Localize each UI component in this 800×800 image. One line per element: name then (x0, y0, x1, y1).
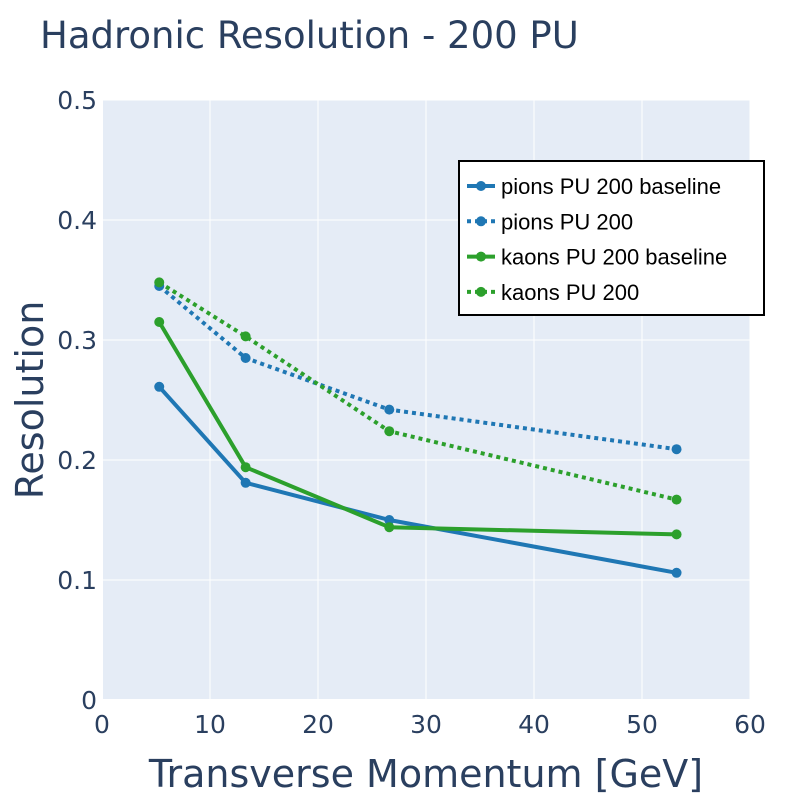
legend-item[interactable]: pions PU 200 baseline (467, 174, 721, 199)
x-tick-label: 0 (94, 710, 110, 739)
legend-marker (476, 181, 486, 191)
legend-marker (476, 251, 486, 262)
data-point[interactable] (154, 381, 165, 392)
series-3 (154, 317, 682, 540)
data-point[interactable] (384, 515, 395, 525)
legend[interactable]: pions PU 200 baseline pions PU 200 kaons P… (458, 160, 765, 316)
data-point[interactable] (671, 529, 682, 540)
data-point[interactable] (384, 426, 395, 437)
legend-item[interactable]: kaons PU 200 (467, 280, 639, 305)
x-tick-label: 40 (518, 710, 550, 739)
x-tick-label: 30 (410, 710, 442, 739)
x-tick-label: 60 (734, 710, 766, 739)
series-line (158, 280, 678, 502)
y-tick-label: 0.5 (57, 86, 97, 115)
series-layer (154, 277, 682, 578)
legend-label: pions PU 200 (501, 209, 633, 234)
y-tick-label: 0.3 (57, 326, 97, 355)
y-tick-label: 0.1 (57, 566, 97, 595)
data-point[interactable] (671, 567, 682, 578)
data-point[interactable] (240, 331, 251, 342)
series-1 (154, 381, 682, 578)
legend-item[interactable]: kaons PU 200 baseline (467, 245, 727, 270)
series-line (157, 284, 677, 452)
legend-label: pions PU 200 baseline (501, 174, 721, 199)
x-axis-title: Transverse Momentum [GeV] (148, 752, 703, 796)
y-tick-label: 0 (81, 686, 97, 715)
legend-label: kaons PU 200 baseline (501, 245, 727, 270)
data-point[interactable] (154, 277, 165, 288)
legend-box (458, 160, 765, 316)
data-point[interactable] (154, 317, 165, 327)
chart-title: Hadronic Resolution - 200 PU (40, 14, 579, 57)
x-tick-label: 10 (194, 710, 226, 739)
data-point[interactable] (240, 477, 251, 488)
data-point[interactable] (384, 404, 395, 415)
series-line (157, 320, 677, 537)
y-tick-label: 0.2 (57, 446, 97, 475)
data-point[interactable] (240, 462, 251, 473)
data-point[interactable] (671, 494, 682, 505)
data-point[interactable] (240, 353, 251, 363)
legend-marker (476, 216, 486, 227)
legend-marker (476, 286, 486, 297)
y-tick-label: 0.4 (57, 206, 97, 235)
data-point[interactable] (671, 444, 682, 455)
data-point[interactable] (384, 522, 395, 533)
series-4 (154, 277, 682, 505)
y-axis-title: Resolution (8, 301, 52, 500)
x-tick-label: 50 (626, 710, 658, 739)
tick-labels: 0 10 20 30 40 50 60 0 0.1 0.2 0.3 0.4 0.5 (57, 86, 766, 739)
legend-item[interactable]: pions PU 200 (467, 209, 633, 234)
series-line (157, 385, 677, 575)
x-tick-label: 20 (302, 710, 334, 739)
grid (101, 99, 751, 701)
legend-label: kaons PU 200 (501, 280, 639, 305)
